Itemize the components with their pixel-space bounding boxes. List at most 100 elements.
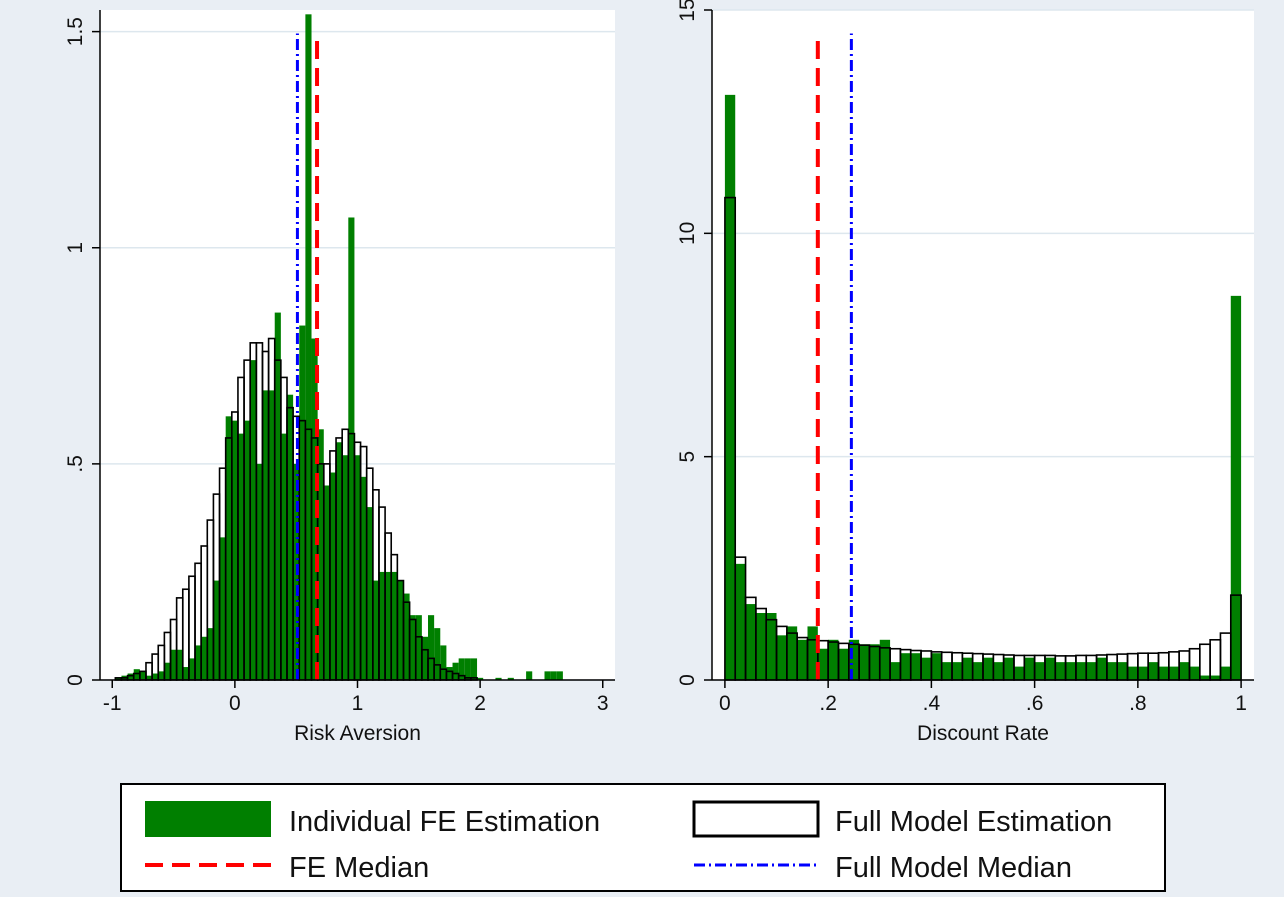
fe-bar: [323, 485, 330, 680]
fe-bar: [250, 360, 257, 680]
fe-bar: [403, 593, 410, 680]
legend: Individual FE Estimation Full Model Esti…: [120, 783, 1166, 892]
fe-bar: [1220, 666, 1231, 680]
fe-bar: [477, 677, 484, 680]
x-tick-label: .2: [819, 692, 837, 715]
fe-bar: [931, 653, 942, 680]
x-axis-title: Discount Rate: [917, 722, 1049, 745]
fe-bar: [921, 657, 932, 680]
y-tick-label: 0: [676, 674, 699, 686]
fe-bar: [1024, 657, 1035, 680]
fe-bar: [268, 390, 275, 680]
fe-bar: [280, 433, 287, 680]
fe-bar: [724, 94, 736, 680]
fe-bar: [397, 580, 404, 680]
fe-bar: [348, 217, 355, 680]
fe-bar: [952, 662, 963, 680]
x-tick-label: 1: [352, 692, 364, 715]
fe-bar: [1127, 666, 1138, 680]
fe-bar: [1096, 657, 1107, 680]
fe-bar: [1034, 662, 1045, 680]
fe-bar: [145, 675, 153, 680]
fe-bar: [428, 615, 435, 680]
fe-bar: [391, 571, 398, 680]
fe-bar: [983, 657, 994, 680]
fe-bar: [828, 639, 839, 680]
fe-bar: [1210, 675, 1221, 680]
x-tick-label: 2: [474, 692, 486, 715]
fe-bar: [372, 580, 379, 680]
x-axis-title: Risk Aversion: [294, 722, 421, 745]
fe-bar: [797, 639, 808, 680]
fe-bar: [164, 662, 171, 680]
fe-bar: [201, 636, 208, 680]
fe-bar: [1106, 662, 1118, 680]
fe-bar: [1117, 662, 1128, 680]
fe-bar: [182, 667, 189, 680]
fe-bar: [1086, 662, 1097, 680]
fe-bar: [458, 658, 465, 680]
fe-bar: [213, 580, 220, 680]
fe-bar: [1065, 662, 1076, 680]
fe-bar: [152, 673, 159, 680]
x-tick-label: .8: [1129, 692, 1147, 715]
fe-bar: [299, 325, 306, 680]
fe-bar: [139, 671, 146, 680]
fe-bar: [890, 662, 901, 680]
y-tick-label: .5: [64, 455, 87, 473]
fe-bar: [495, 677, 502, 680]
fe-bar: [207, 628, 214, 680]
fe-bar: [1148, 662, 1159, 680]
fe-bar: [526, 671, 533, 680]
fe-bar: [385, 571, 392, 680]
y-tick-label: 1: [64, 242, 87, 254]
fe-bar: [1013, 666, 1025, 680]
fe-bar: [817, 648, 829, 680]
fe-bar: [1189, 666, 1200, 680]
fe-bar: [158, 671, 165, 680]
fe-bar: [1179, 662, 1190, 680]
x-tick-label: 1: [1235, 692, 1247, 715]
fe-bar: [434, 628, 441, 680]
fe-bar: [317, 429, 324, 680]
x-tick-label: 0: [229, 692, 241, 715]
fe-bar: [972, 662, 983, 680]
fe-bar: [807, 626, 818, 680]
fe-bar: [993, 662, 1004, 680]
legend-swatch-fe-estimation: [145, 801, 271, 837]
fe-bar: [262, 390, 269, 680]
fe-bar: [786, 626, 798, 680]
y-tick-label: 1.5: [64, 17, 87, 46]
fe-bar: [544, 671, 551, 680]
fe-bar: [879, 639, 891, 680]
fe-bar: [286, 394, 294, 680]
fe-bar: [231, 420, 238, 680]
fe-bar: [507, 677, 514, 680]
legend-box: [120, 783, 1166, 892]
fe-bar: [1199, 675, 1211, 680]
fe-bar: [900, 653, 911, 680]
fe-bar: [776, 635, 787, 680]
fe-bar: [556, 671, 563, 680]
fe-bar: [1044, 657, 1056, 680]
fe-bar: [1003, 657, 1014, 680]
fe-bar: [745, 604, 756, 680]
fe-bar: [115, 677, 122, 680]
fe-bar: [195, 645, 202, 680]
fe-bar: [305, 14, 312, 681]
fe-bar: [274, 312, 281, 680]
fe-bar: [440, 645, 447, 680]
legend-label-fe-estimation: Individual FE Estimation: [289, 806, 600, 838]
fe-bar: [446, 667, 453, 680]
fe-bar: [188, 658, 196, 680]
fe-bar: [329, 472, 337, 680]
y-tick-label: 10: [676, 222, 699, 245]
fe-bar: [1230, 295, 1242, 680]
fe-bar: [1137, 666, 1149, 680]
fe-bar: [941, 662, 953, 680]
fe-bar: [219, 537, 226, 680]
fe-bar: [409, 615, 416, 680]
fe-bar: [869, 644, 880, 680]
fe-bar: [1075, 662, 1087, 680]
